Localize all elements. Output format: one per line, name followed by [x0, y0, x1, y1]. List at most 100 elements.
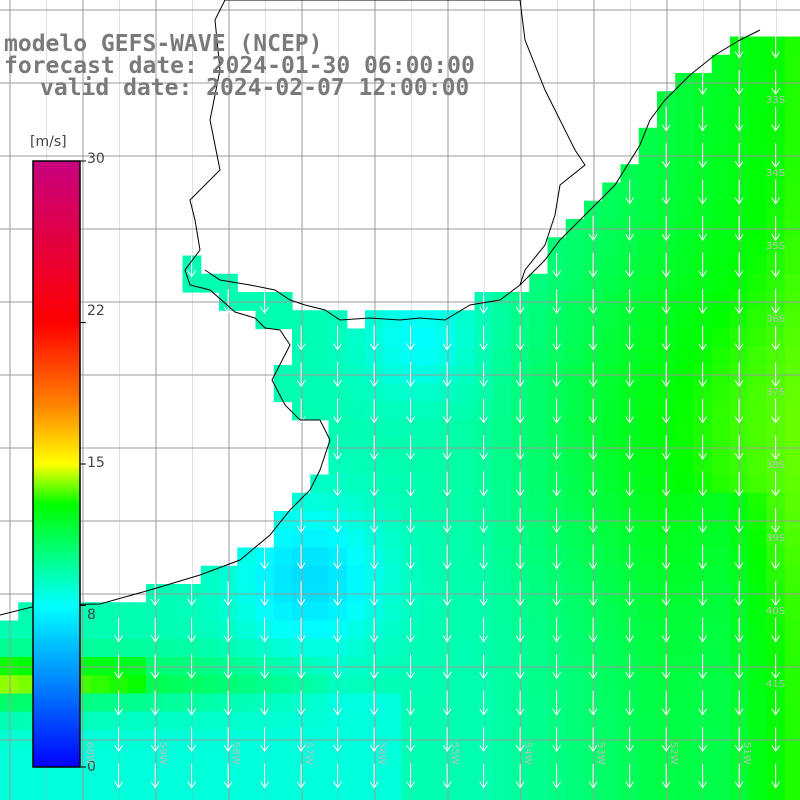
- wind-arrow: [625, 727, 635, 753]
- wind-speed-cell: [638, 419, 658, 439]
- wind-speed-cell: [127, 602, 147, 622]
- wind-speed-cell: [529, 730, 549, 749]
- wind-arrow: [771, 508, 781, 534]
- wind-speed-cell: [292, 383, 311, 403]
- wind-arrow: [369, 617, 379, 643]
- wind-speed-cell: [675, 584, 695, 603]
- wind-speed-cell: [200, 620, 220, 640]
- wind-speed-cell: [237, 565, 257, 585]
- wind-speed-cell: [638, 146, 658, 165]
- wind-speed-cell: [602, 219, 622, 238]
- wind-speed-cell: [474, 675, 494, 695]
- longitude-label: 52W: [668, 742, 679, 765]
- wind-arrow: [552, 690, 562, 716]
- wind-speed-cell: [273, 292, 293, 311]
- wind-arrow: [771, 617, 781, 643]
- wind-speed-cell: [602, 182, 622, 202]
- wind-speed-cell: [456, 438, 476, 457]
- wind-speed-cell: [456, 365, 476, 384]
- wind-speed-cell: [529, 474, 549, 494]
- wind-speed-cell: [638, 401, 658, 421]
- wind-speed-cell: [310, 584, 330, 603]
- wind-speed-cell: [602, 438, 622, 457]
- wind-speed-cell: [784, 511, 800, 530]
- wind-speed-cell: [237, 784, 257, 800]
- wind-speed-cell: [346, 474, 366, 494]
- wind-speed-cell: [365, 602, 384, 622]
- wind-speed-cell: [620, 273, 640, 293]
- wind-speed-cell: [383, 456, 403, 476]
- wind-arrow: [698, 763, 708, 789]
- wind-arrow: [588, 252, 598, 278]
- wind-speed-cell: [675, 219, 695, 238]
- wind-arrow: [515, 435, 525, 461]
- wind-speed-cell: [365, 310, 384, 330]
- wind-speed-cell: [602, 748, 622, 768]
- wind-arrow: [698, 398, 708, 424]
- wind-speed-cell: [419, 565, 439, 585]
- wind-arrow: [771, 143, 781, 169]
- wind-arrow: [515, 544, 525, 570]
- latitude-label: 33S: [766, 95, 786, 106]
- wind-speed-cell: [638, 711, 658, 731]
- longitude-label: 59W: [157, 742, 168, 765]
- wind-arrow: [150, 727, 160, 753]
- coastline-segment: [0, 0, 331, 616]
- wind-speed-cell: [565, 657, 585, 676]
- colorbar-tick-label: 8: [87, 607, 96, 623]
- wind-arrow: [150, 617, 160, 643]
- wind-arrow: [698, 581, 708, 607]
- wind-speed-cell: [419, 310, 439, 330]
- wind-speed-cell: [200, 730, 220, 749]
- wind-speed-cell: [748, 146, 768, 165]
- wind-speed-cell: [766, 237, 786, 257]
- wind-speed-cell: [766, 127, 786, 147]
- wind-speed-cell: [748, 273, 768, 293]
- wind-speed-cell: [346, 511, 366, 530]
- wind-speed-cell: [784, 748, 800, 768]
- wind-speed-cell: [711, 602, 731, 622]
- wind-speed-cell: [127, 784, 147, 800]
- wind-speed-cell: [146, 784, 165, 800]
- wind-speed-cell: [365, 638, 384, 658]
- wind-arrow: [442, 581, 452, 607]
- wind-speed-cell: [602, 565, 622, 585]
- wind-speed-cell: [73, 766, 92, 786]
- wind-speed-cell: [675, 529, 695, 549]
- wind-arrow: [734, 106, 744, 132]
- wind-arrow: [150, 654, 160, 680]
- wind-speed-cell: [474, 492, 494, 512]
- wind-arrow: [114, 727, 124, 753]
- wind-speed-cell: [127, 620, 147, 640]
- wind-speed-cell: [310, 529, 330, 549]
- wind-arrow: [515, 508, 525, 534]
- wind-speed-cell: [438, 602, 457, 622]
- wind-arrow: [223, 763, 233, 789]
- wind-speed-cell: [492, 657, 512, 676]
- wind-speed-cell: [584, 565, 603, 585]
- wind-speed-cell: [164, 657, 184, 676]
- wind-speed-cell: [492, 401, 512, 421]
- wind-arrow: [552, 617, 562, 643]
- wind-speed-cell: [784, 474, 800, 494]
- wind-arrow: [552, 544, 562, 570]
- wind-speed-cell: [511, 565, 530, 585]
- wind-arrow: [515, 617, 525, 643]
- wind-arrow: [661, 143, 671, 169]
- wind-speed-cell: [127, 730, 147, 749]
- wind-speed-cell: [675, 200, 695, 220]
- wind-speed-cell: [346, 346, 366, 366]
- wind-speed-cell: [657, 200, 676, 220]
- wind-speed-cell: [255, 310, 275, 330]
- wind-arrow: [114, 654, 124, 680]
- wind-speed-cell: [292, 675, 311, 695]
- wind-speed-cell: [584, 748, 603, 768]
- wind-speed-cell: [784, 91, 800, 111]
- wind-speed-cell: [547, 565, 567, 585]
- wind-arrow: [296, 763, 306, 789]
- wind-speed-cell: [784, 693, 800, 713]
- longitude-label: 60W: [84, 742, 95, 765]
- wind-arrow: [661, 252, 671, 278]
- wind-speed-cell: [748, 620, 768, 640]
- wind-arrow: [734, 581, 744, 607]
